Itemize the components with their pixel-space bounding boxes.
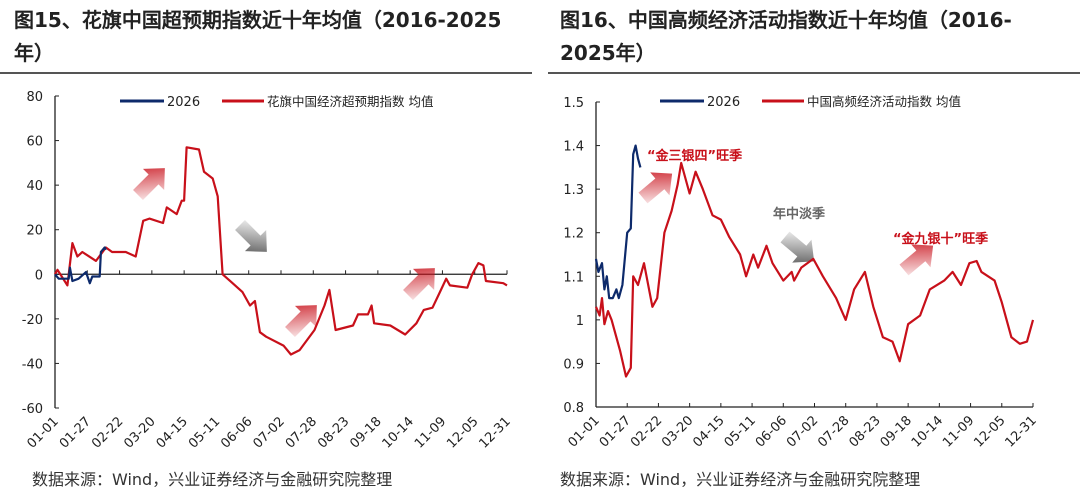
x-tick-label: 04-15: [154, 414, 191, 451]
x-tick-label: 01-01: [25, 414, 62, 451]
up-arrow-icon: [133, 168, 165, 200]
title-divider-right: [548, 72, 1080, 74]
up-arrow-icon: [899, 244, 934, 276]
x-tick-label: 09-18: [347, 414, 384, 451]
chart-right: 0.8 0.9 1 1.1 1.2 1.3 1.4 1.5 01-0101-2702-2203-…: [563, 94, 1040, 451]
x-tick-label: 06-06: [218, 414, 255, 451]
x-tick-label: 06-06: [753, 413, 790, 450]
series-line: [594, 161, 1035, 378]
y-tick-label: 0.8: [563, 401, 584, 416]
x-tick-label: 07-02: [251, 414, 288, 451]
x-tick-label: 12-05: [971, 413, 1008, 450]
up-arrow-icon: [638, 172, 673, 204]
x-tick-label: 09-18: [878, 413, 915, 450]
up-arrow-icon: [285, 305, 317, 337]
x-tick-label: 01-01: [566, 413, 603, 450]
y-tick-label: -20: [22, 313, 43, 328]
down-arrow-icon: [235, 220, 267, 252]
down-arrow-icon: [780, 231, 815, 263]
annotation-label: “金九银十”旺季: [893, 231, 988, 247]
series-line: [594, 144, 642, 300]
title-divider-left: [0, 72, 532, 74]
source-note-right: 数据来源：Wind，兴业证券经济与金融研究院整理: [560, 470, 921, 489]
y-tick-label: 0: [35, 268, 43, 283]
x-tick-label: 04-15: [690, 413, 727, 450]
x-tick-label: 10-14: [909, 413, 946, 450]
y-tick-label: 40: [26, 179, 43, 194]
chart-left: -60 -40 -20 0 20 40 60 80 01-0101-2702-2203-2004…: [22, 90, 514, 452]
y-tick-label: 60: [26, 135, 43, 150]
up-arrow-icon: [403, 268, 435, 300]
x-tick-label: 05-11: [186, 414, 223, 451]
series-line: [54, 146, 508, 356]
y-tick-label: 80: [26, 90, 43, 105]
y-tick-label: 1.1: [563, 270, 584, 285]
y-tick-label: 20: [26, 224, 43, 239]
x-tick-label: 07-02: [784, 413, 821, 450]
x-tick-label: 03-20: [659, 413, 696, 450]
x-tick-label: 10-14: [380, 414, 417, 451]
chart-title-right: 图16、中国高频经济活动指数近十年均值（2016-2025年）: [560, 8, 1012, 65]
x-tick-label: 12-31: [1003, 413, 1040, 450]
y-tick-label: 1.3: [563, 183, 584, 198]
x-tick-label: 01-27: [597, 413, 634, 450]
y-tick-label: 1: [576, 314, 584, 329]
x-tick-label: 07-28: [283, 414, 320, 451]
y-tick-label: 1.4: [563, 140, 584, 155]
x-tick-label: 08-23: [315, 414, 352, 451]
x-tick-label: 01-27: [57, 414, 94, 451]
x-tick-label: 05-11: [722, 413, 759, 450]
x-tick-label: 08-23: [846, 413, 883, 450]
annotation-label: 年中淡季: [773, 206, 825, 222]
source-note-left: 数据来源：Wind，兴业证券经济与金融研究院整理: [32, 470, 393, 489]
x-tick-label: 12-31: [477, 414, 514, 451]
x-tick-label: 11-09: [412, 414, 449, 451]
annotation-label: “金三银四”旺季: [647, 148, 742, 164]
y-tick-label: -40: [22, 357, 43, 372]
y-tick-label: 0.9: [563, 357, 584, 372]
y-tick-label: 1.2: [563, 227, 584, 242]
legend-label: 2026: [707, 95, 740, 110]
legend-label: 花旗中国经济超预期指数 均值: [267, 94, 433, 109]
chart-title-left: 图15、花旗中国超预期指数近十年均值（2016-2025年）: [14, 8, 502, 65]
x-tick-label: 03-20: [121, 414, 158, 451]
y-tick-label: 1.5: [563, 96, 584, 111]
legend-label: 中国高频经济活动指数 均值: [807, 94, 961, 109]
legend-label: 2026: [167, 95, 200, 110]
x-tick-label: 02-22: [628, 413, 665, 450]
x-tick-label: 02-22: [89, 414, 126, 451]
series-line: [54, 246, 107, 285]
y-tick-label: -60: [22, 402, 43, 417]
x-tick-label: 12-05: [444, 414, 481, 451]
x-tick-label: 11-09: [940, 413, 977, 450]
x-tick-label: 07-28: [815, 413, 852, 450]
